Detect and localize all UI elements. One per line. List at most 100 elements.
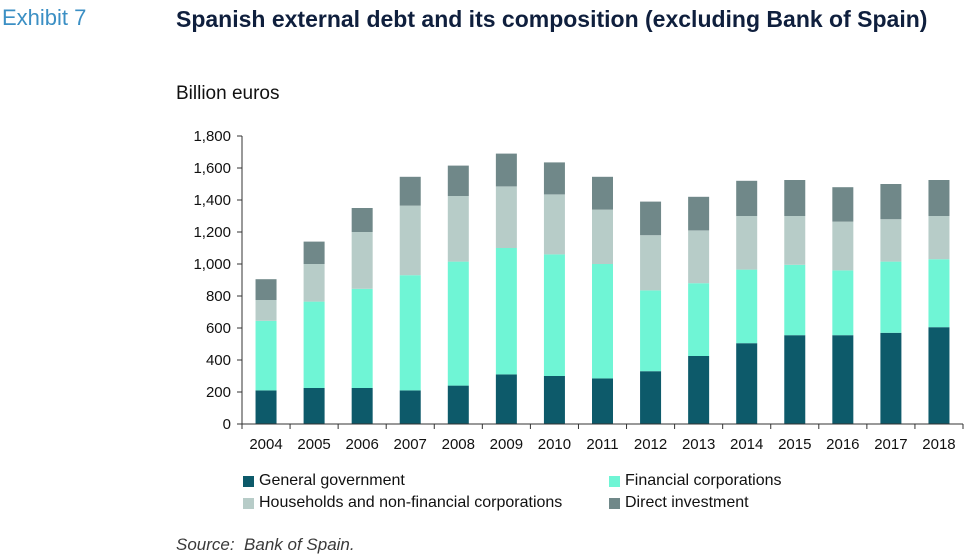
legend-item-financial-corporations: Financial corporations xyxy=(609,472,782,490)
unit-label: Billion euros xyxy=(176,83,280,104)
legend-swatch xyxy=(609,497,620,509)
bar-segment-direct-investment-2013 xyxy=(688,196,710,231)
x-tick-label: 2014 xyxy=(730,436,763,453)
legend-label: General government xyxy=(259,472,405,489)
bar-segment-financial-corporations-2008 xyxy=(447,261,469,386)
bar-segment-financial-corporations-2012 xyxy=(640,290,662,372)
legend-swatch xyxy=(243,497,254,509)
bar-segment-financial-corporations-2005 xyxy=(303,301,325,388)
bar-segment-financial-corporations-2017 xyxy=(880,261,902,333)
legend-label: Households and non-financial corporation… xyxy=(259,494,563,511)
bar-segment-direct-investment-2005 xyxy=(303,241,325,264)
bar-segment-households-and-non-financial-corporations-2008 xyxy=(447,196,469,262)
bar-segment-households-and-non-financial-corporations-2004 xyxy=(255,300,277,321)
legend-label: Financial corporations xyxy=(625,472,782,489)
legend-label: Direct investment xyxy=(625,494,749,511)
bar-segment-general-government-2013 xyxy=(688,356,710,424)
bar-segment-general-government-2012 xyxy=(640,371,662,424)
bar-segment-direct-investment-2010 xyxy=(543,162,565,195)
legend-item-direct-investment: Direct investment xyxy=(609,494,749,512)
x-tick-label: 2018 xyxy=(922,436,955,453)
bar-segment-general-government-2010 xyxy=(543,376,565,424)
bar-segment-general-government-2007 xyxy=(399,390,421,424)
legend-item-households: Households and non-financial corporation… xyxy=(243,494,562,512)
bar-segment-financial-corporations-2007 xyxy=(399,275,421,391)
x-tick-label: 2015 xyxy=(778,436,811,453)
bar-segment-direct-investment-2016 xyxy=(832,187,854,222)
bar-segment-financial-corporations-2010 xyxy=(543,254,565,376)
x-tick-label: 2017 xyxy=(874,436,907,453)
bar-segment-general-government-2008 xyxy=(447,385,469,424)
legend-item-general-government: General government xyxy=(243,472,405,490)
bar-segment-financial-corporations-2016 xyxy=(832,270,854,336)
bar-segment-households-and-non-financial-corporations-2015 xyxy=(784,216,806,265)
y-tick-label: 600 xyxy=(206,320,231,337)
bar-segment-direct-investment-2004 xyxy=(255,279,277,300)
x-tick-label: 2011 xyxy=(586,436,618,453)
y-tick-label: 1,200 xyxy=(193,224,231,241)
bar-segment-direct-investment-2007 xyxy=(399,176,421,206)
bar-segment-general-government-2009 xyxy=(495,374,517,424)
bar-segment-households-and-non-financial-corporations-2006 xyxy=(351,232,373,289)
bar-segment-direct-investment-2015 xyxy=(784,180,806,216)
bar-segment-direct-investment-2014 xyxy=(736,180,758,216)
bar-segment-direct-investment-2006 xyxy=(351,208,373,232)
legend-swatch xyxy=(609,475,620,487)
bar-segment-direct-investment-2011 xyxy=(592,176,613,210)
legend-swatch xyxy=(243,475,254,487)
y-axis: 0 200 400 600 800 1,000 1,200 1,400 1,600 1,800 xyxy=(193,128,243,433)
x-tick-label: 2005 xyxy=(297,436,330,453)
bar-segment-households-and-non-financial-corporations-2012 xyxy=(640,235,662,291)
chart-title: Spanish external debt and its compositio… xyxy=(176,6,928,32)
bar-segment-households-and-non-financial-corporations-2018 xyxy=(928,216,950,260)
bar-segment-households-and-non-financial-corporations-2010 xyxy=(543,194,565,255)
bar-segment-general-government-2004 xyxy=(255,390,277,424)
bar-segment-general-government-2018 xyxy=(928,327,950,424)
bar-segment-financial-corporations-2004 xyxy=(255,320,277,391)
bar-segment-households-and-non-financial-corporations-2013 xyxy=(688,230,710,284)
x-tick-label: 2012 xyxy=(634,436,667,453)
bar-segment-financial-corporations-2013 xyxy=(688,283,710,356)
x-tick-label: 2010 xyxy=(538,436,571,453)
x-tick-label: 2004 xyxy=(249,436,282,453)
y-tick-label: 1,000 xyxy=(193,256,231,273)
y-tick-label: 800 xyxy=(206,288,231,305)
bar-segment-direct-investment-2009 xyxy=(495,153,517,187)
x-tick-label: 2016 xyxy=(826,436,859,453)
bar-segment-general-government-2005 xyxy=(303,388,325,424)
y-tick-label: 0 xyxy=(223,416,231,433)
x-tick-label: 2009 xyxy=(490,436,523,453)
bar-segment-households-and-non-financial-corporations-2009 xyxy=(495,186,517,248)
bar-segment-households-and-non-financial-corporations-2007 xyxy=(399,205,421,276)
bar-segment-general-government-2011 xyxy=(592,378,613,424)
bar-segment-financial-corporations-2015 xyxy=(784,264,806,336)
bar-segment-households-and-non-financial-corporations-2016 xyxy=(832,221,854,271)
bar-segment-direct-investment-2017 xyxy=(880,184,902,220)
x-tick-label: 2006 xyxy=(345,436,378,453)
bar-segment-financial-corporations-2014 xyxy=(736,269,758,344)
bar-segment-direct-investment-2018 xyxy=(928,180,950,216)
y-tick-label: 1,600 xyxy=(193,160,231,177)
source-note: Source: Bank of Spain. xyxy=(176,535,355,554)
bar-segment-direct-investment-2008 xyxy=(447,165,469,196)
y-tick-label: 400 xyxy=(206,352,231,369)
bar-segment-households-and-non-financial-corporations-2017 xyxy=(880,219,902,262)
x-tick-label: 2008 xyxy=(442,436,475,453)
bar-segment-general-government-2014 xyxy=(736,343,758,424)
bar-segment-direct-investment-2012 xyxy=(640,201,662,236)
bar-segment-households-and-non-financial-corporations-2014 xyxy=(736,216,758,270)
bar-segment-general-government-2016 xyxy=(832,335,854,424)
bar-segment-financial-corporations-2011 xyxy=(592,264,613,379)
y-tick-label: 1,800 xyxy=(193,128,231,145)
bar-segment-financial-corporations-2009 xyxy=(495,248,517,375)
bar-segment-households-and-non-financial-corporations-2005 xyxy=(303,264,325,302)
y-tick-label: 200 xyxy=(206,384,231,401)
bar-segment-general-government-2017 xyxy=(880,332,902,424)
x-tick-label: 2013 xyxy=(682,436,715,453)
exhibit-label: Exhibit 7 xyxy=(2,5,87,30)
x-tick-label: 2007 xyxy=(394,436,427,453)
bar-segment-financial-corporations-2006 xyxy=(351,288,373,388)
bar-segment-general-government-2015 xyxy=(784,335,806,424)
bars-group xyxy=(255,153,950,424)
y-tick-label: 1,400 xyxy=(193,192,231,209)
